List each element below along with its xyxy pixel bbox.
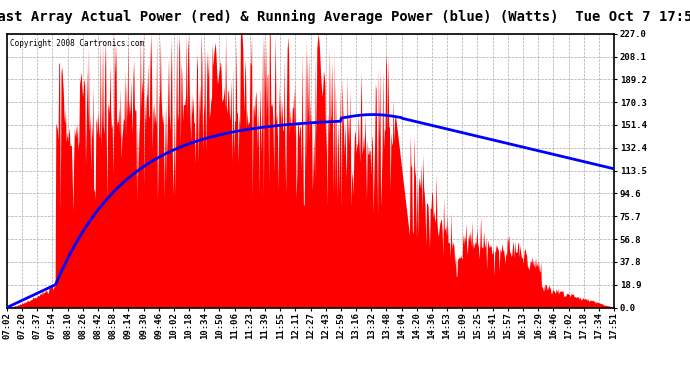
Text: Copyright 2008 Cartronics.com: Copyright 2008 Cartronics.com bbox=[10, 39, 144, 48]
Text: East Array Actual Power (red) & Running Average Power (blue) (Watts)  Tue Oct 7 : East Array Actual Power (red) & Running … bbox=[0, 9, 690, 24]
